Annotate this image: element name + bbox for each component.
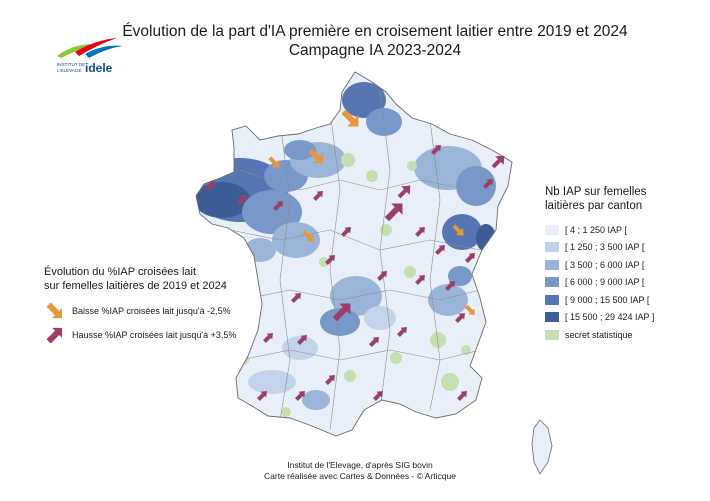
increase-arrow — [257, 391, 267, 401]
legend-class-label: secret statistique — [565, 329, 633, 340]
footer-source: Institut de l'Elevage, d'après SIG bovin… — [200, 460, 520, 482]
decrease-arrow — [308, 148, 324, 164]
increase-arrow — [273, 201, 283, 211]
increase-arrow — [341, 227, 351, 237]
increase-arrows — [205, 145, 505, 401]
increase-arrow — [291, 293, 301, 303]
increase-arrow — [491, 155, 505, 169]
map-title: Évolution de la part d'IA première en cr… — [115, 22, 635, 60]
increase-arrow — [435, 245, 445, 255]
increase-arrow — [332, 303, 351, 322]
decrease-arrow-icon — [46, 302, 63, 319]
legend-class-row: [ 15 500 ; 29 424 IAP ] — [545, 309, 695, 327]
decrease-arrow — [465, 305, 475, 315]
corsica — [531, 419, 553, 475]
legend-increase-row: Hausse %IAP croisées lait jusqu'à +3,5% — [44, 323, 264, 347]
legend-class-row: [ 9 000 ; 15 500 IAP [ — [545, 291, 695, 309]
legend-arrows-title: Évolution du %IAP croisées lait sur feme… — [44, 266, 264, 293]
increase-arrow — [263, 333, 273, 343]
increase-arrow — [313, 191, 323, 201]
logo-brand: idele — [85, 61, 113, 75]
legend-classes-title-2: laitières par canton — [545, 200, 643, 212]
legend-classes: Nb IAP sur femelles laitières par canton… — [545, 185, 695, 344]
increase-arrow-icon — [46, 327, 63, 344]
footer-line-1: Institut de l'Elevage, d'après SIG bovin — [287, 460, 433, 470]
increase-arrow — [373, 391, 383, 401]
legend-arrows-title-1: Évolution du %IAP croisées lait — [44, 266, 197, 278]
title-line-1: Évolution de la part d'IA première en cr… — [122, 23, 628, 40]
increase-arrow — [397, 185, 411, 199]
legend-class-row: secret statistique — [545, 326, 695, 344]
increase-arrow — [445, 281, 455, 291]
legend-swatch — [545, 259, 559, 270]
legend-decrease-row: Baisse %IAP croisées lait jusqu'à -2,5% — [44, 299, 264, 323]
legend-decrease-label: Baisse %IAP croisées lait jusqu'à -2,5% — [72, 306, 231, 316]
logo-swoosh-icon: INSTITUT DE L'ÉLEVAGE idele — [57, 38, 123, 75]
legend-class-label: [ 9 000 ; 15 500 IAP [ — [565, 294, 650, 305]
decrease-arrow — [302, 230, 314, 242]
increase-arrow — [297, 335, 307, 345]
legend-class-label: [ 1 250 ; 3 500 IAP [ — [565, 242, 645, 253]
increase-arrow — [295, 391, 305, 401]
decrease-arrow — [268, 156, 280, 168]
increase-arrow — [325, 375, 335, 385]
decrease-arrows — [268, 109, 475, 315]
decrease-arrow — [341, 109, 359, 127]
increase-arrow — [237, 195, 247, 205]
increase-arrow — [483, 179, 493, 189]
legend-class-row: [ 3 500 ; 6 000 IAP [ — [545, 256, 695, 274]
increase-arrow — [397, 327, 407, 337]
increase-arrow — [457, 391, 467, 401]
increase-arrow — [369, 337, 379, 347]
legend-arrows: Évolution du %IAP croisées lait sur feme… — [44, 266, 264, 347]
legend-class-row: [ 1 250 ; 3 500 IAP [ — [545, 239, 695, 257]
increase-arrow — [325, 255, 335, 265]
legend-class-row: [ 6 000 ; 9 000 IAP [ — [545, 274, 695, 292]
footer-line-2: Carte réalisée avec Cartes & Données - ©… — [264, 471, 456, 481]
title-line-2: Campagne IA 2023-2024 — [288, 42, 462, 59]
legend-classes-title-1: Nb IAP sur femelles — [545, 186, 647, 198]
legend-swatch — [545, 329, 559, 340]
increase-arrow — [455, 313, 465, 323]
increase-arrow — [431, 145, 441, 155]
increase-arrow — [465, 253, 475, 263]
legend-class-label: [ 6 000 ; 9 000 IAP [ — [565, 277, 645, 288]
legend-swatch — [545, 242, 559, 253]
legend-swatch — [545, 277, 559, 288]
increase-arrow — [415, 227, 425, 237]
legend-class-label: [ 15 500 ; 29 424 IAP ] — [565, 312, 655, 323]
legend-class-label: [ 4 ; 1 250 IAP [ — [565, 224, 627, 235]
legend-increase-label: Hausse %IAP croisées lait jusqu'à +3,5% — [72, 330, 237, 340]
logo-small-text-2: L'ÉLEVAGE — [57, 67, 82, 73]
legend-swatch — [545, 294, 559, 305]
increase-arrow — [205, 181, 215, 191]
legend-swatch — [545, 312, 559, 323]
legend-class-row: [ 4 ; 1 250 IAP [ — [545, 221, 695, 239]
legend-swatch — [545, 224, 559, 235]
increase-arrow — [415, 275, 425, 285]
legend-arrows-title-2: sur femelles laitières de 2019 et 2024 — [44, 279, 227, 292]
idele-logo: INSTITUT DE L'ÉLEVAGE idele — [55, 34, 127, 78]
legend-class-label: [ 3 500 ; 6 000 IAP [ — [565, 259, 645, 270]
decrease-arrow — [452, 224, 464, 236]
increase-arrow — [377, 271, 387, 281]
logo-small-text-1: INSTITUT DE — [57, 62, 85, 67]
legend-classes-title: Nb IAP sur femelles laitières par canton — [545, 185, 695, 213]
increase-arrow — [384, 203, 403, 222]
